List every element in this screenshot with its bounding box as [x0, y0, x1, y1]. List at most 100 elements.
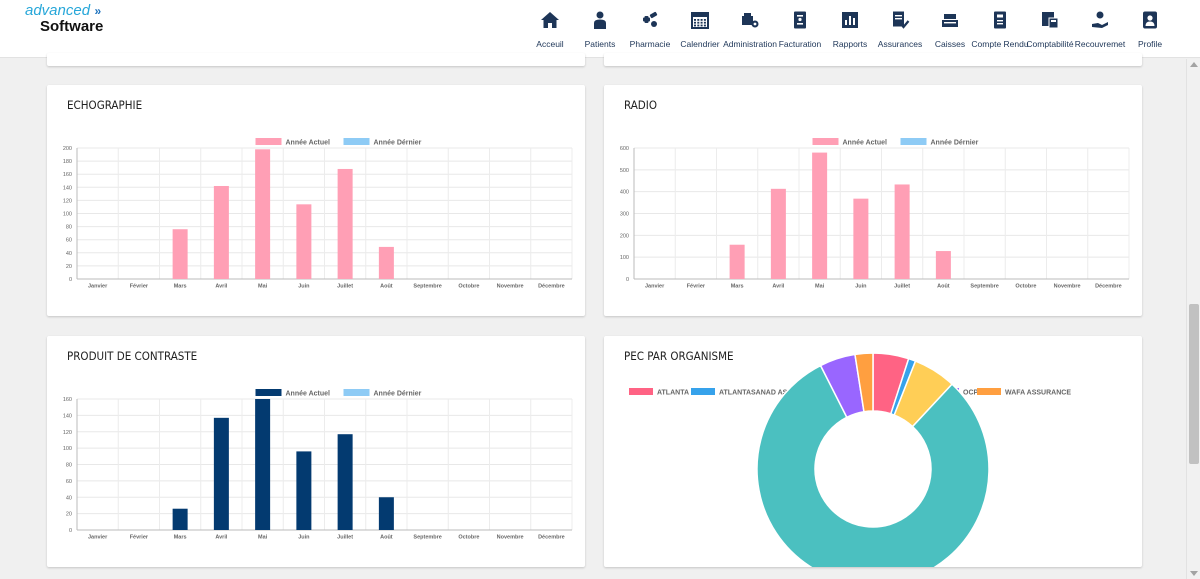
chart2-bar-mai[interactable]: [255, 399, 271, 530]
card-title-echographie: ECHOGRAPHIE: [67, 98, 143, 112]
invoice-icon: [790, 10, 810, 30]
nav-label: Recouvremet: [1074, 39, 1126, 49]
chart2-x-tick-label: Mars: [174, 535, 187, 541]
chart0-x-tick-label: Mai: [258, 284, 268, 290]
chart0-legend-swatch[interactable]: [255, 138, 282, 145]
chart3-legend-swatch[interactable]: [977, 388, 1001, 395]
chart3-legend-label[interactable]: OCP: [963, 390, 979, 397]
insurance-check-icon: [890, 10, 910, 30]
nav-item-administration[interactable]: Administration: [720, 10, 780, 49]
card-title-contraste: PRODUIT DE CONTRASTE: [67, 349, 198, 363]
nav-item-calendrier[interactable]: Calendrier: [670, 10, 730, 49]
chart1-y-tick-label: 600: [620, 146, 629, 152]
chart0-bar-mai[interactable]: [255, 149, 271, 279]
cash-register-icon: [940, 10, 960, 30]
nav-label: Assurances: [877, 39, 923, 49]
chart2-y-tick-label: 0: [69, 528, 72, 534]
nav-label: Patients: [584, 39, 616, 49]
nav-item-pharmacie[interactable]: Pharmacie: [620, 10, 680, 49]
chart3-legend-label[interactable]: ATLANTA: [657, 390, 689, 397]
chart2-bar-mars[interactable]: [172, 508, 188, 530]
nav-label: Profile: [1137, 39, 1163, 49]
chart0-y-tick-label: 200: [63, 146, 72, 152]
chart0-y-tick-label: 0: [69, 277, 72, 283]
chart0-legend-label[interactable]: Année Actuel: [286, 140, 331, 147]
chart0-x-tick-label: Décembre: [538, 284, 565, 290]
chart1-bar-aot[interactable]: [935, 251, 951, 279]
chart3-slice-far[interactable]: [756, 364, 990, 567]
card-produit-contraste: PRODUIT DE CONTRASTE Année Actuel Année D…: [47, 336, 585, 567]
chart0-bar-juillet[interactable]: [337, 168, 353, 279]
scroll-up-arrow-icon[interactable]: [1190, 62, 1198, 67]
app-logo[interactable]: advanced » Software: [25, 2, 103, 35]
chart1-y-tick-label: 200: [620, 233, 629, 239]
scroll-thumb[interactable]: [1189, 304, 1199, 464]
contraste-bar-chart: Année Actuel Année Dérnier 0 20 40 60 80 100 120…: [63, 389, 573, 541]
chart1-x-tick-label: Août: [937, 284, 950, 290]
chart3-slice-wafa-assurance[interactable]: [854, 352, 874, 413]
chart2-bar-juillet[interactable]: [337, 434, 353, 530]
chart2-legend-label[interactable]: Année Actuel: [286, 391, 331, 398]
chart1-bar-mai[interactable]: [812, 152, 828, 279]
chart1-bar-juin[interactable]: [853, 198, 869, 279]
chart0-bar-juin[interactable]: [296, 204, 312, 279]
chart3-legend-label[interactable]: ATLANTASANAD ASSURANCE: [719, 390, 822, 397]
nav-item-recouvremet[interactable]: Recouvremet: [1070, 10, 1130, 49]
logo-chevron-icon: »: [94, 4, 101, 18]
chart2-legend-swatch[interactable]: [255, 389, 282, 396]
chart0-x-tick-label: Novembre: [497, 284, 524, 290]
nav-item-rapports[interactable]: Rapports: [820, 10, 880, 49]
nav-item-compte-rendu[interactable]: Compte Rendu: [970, 10, 1030, 49]
profile-badge-icon: [1140, 10, 1160, 30]
card-echographie: ECHOGRAPHIE Année Actuel Année Dérnier 0 20…: [47, 85, 585, 316]
nav-label: Administration: [723, 39, 777, 49]
chart2-y-tick-label: 40: [66, 495, 72, 501]
admin-gear-icon: [740, 10, 760, 30]
chart0-x-tick-label: Avril: [215, 284, 227, 290]
chart2-bar-aot[interactable]: [378, 497, 394, 530]
chart2-legend-label[interactable]: Année Dérnier: [374, 391, 422, 398]
chart1-legend-swatch[interactable]: [812, 138, 839, 145]
chart0-bar-avril[interactable]: [213, 185, 229, 279]
chart1-y-tick-label: 300: [620, 212, 629, 218]
chart2-legend-swatch[interactable]: [343, 389, 370, 396]
chart1-legend-label[interactable]: Année Dérnier: [931, 140, 979, 147]
logo-text-advanced: advanced: [25, 2, 91, 19]
chart0-bar-aot[interactable]: [378, 246, 394, 279]
chart0-bar-mars[interactable]: [172, 229, 188, 279]
nav-item-caisses[interactable]: Caisses: [920, 10, 980, 49]
calendar-icon: [690, 10, 710, 30]
chart1-y-tick-label: 0: [626, 277, 629, 283]
chart1-legend-swatch[interactable]: [900, 138, 927, 145]
chart2-y-tick-label: 140: [63, 413, 72, 419]
chart2-y-tick-label: 80: [66, 463, 72, 469]
chart3-legend-swatch[interactable]: [691, 388, 715, 395]
chart0-y-tick-label: 100: [63, 212, 72, 218]
nav-item-facturation[interactable]: Facturation: [770, 10, 830, 49]
chart2-x-tick-label: Octobre: [458, 535, 479, 541]
chart0-x-tick-label: Février: [130, 284, 149, 290]
vertical-scrollbar[interactable]: [1186, 59, 1200, 579]
home-icon: [540, 10, 560, 30]
chart0-legend-label[interactable]: Année Dérnier: [374, 140, 422, 147]
chart1-bar-mars[interactable]: [729, 244, 745, 279]
chart3-legend-swatch[interactable]: [629, 388, 653, 395]
chart1-bar-juillet[interactable]: [894, 184, 910, 279]
chart1-legend-label[interactable]: Année Actuel: [843, 140, 888, 147]
nav-label: Comptabilité: [1026, 39, 1074, 49]
nav-item-assurances[interactable]: Assurances: [870, 10, 930, 49]
chart0-y-tick-label: 20: [66, 264, 72, 270]
nav-item-patients[interactable]: Patients: [570, 10, 630, 49]
chart1-y-tick-label: 400: [620, 190, 629, 196]
chart2-bar-avril[interactable]: [213, 417, 229, 530]
chart0-legend-swatch[interactable]: [343, 138, 370, 145]
chart2-bar-juin[interactable]: [296, 451, 312, 530]
nav-item-acceuil[interactable]: Acceuil: [520, 10, 580, 49]
nav-item-profile[interactable]: Profile: [1120, 10, 1180, 49]
scroll-down-arrow-icon[interactable]: [1190, 571, 1198, 576]
chart0-x-tick-label: Juillet: [337, 284, 353, 290]
chart3-legend-label[interactable]: WAFA ASSURANCE: [1005, 390, 1071, 397]
chart1-bar-avril[interactable]: [770, 188, 786, 279]
chart2-x-tick-label: Novembre: [497, 535, 524, 541]
nav-item-comptabilit-[interactable]: Comptabilité: [1020, 10, 1080, 49]
